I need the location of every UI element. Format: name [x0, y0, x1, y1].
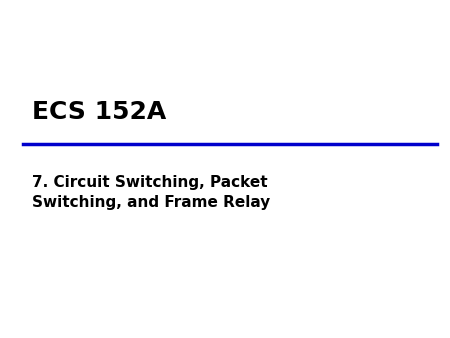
Text: ECS 152A: ECS 152A — [32, 99, 166, 124]
Text: 7. Circuit Switching, Packet
Switching, and Frame Relay: 7. Circuit Switching, Packet Switching, … — [32, 175, 270, 210]
